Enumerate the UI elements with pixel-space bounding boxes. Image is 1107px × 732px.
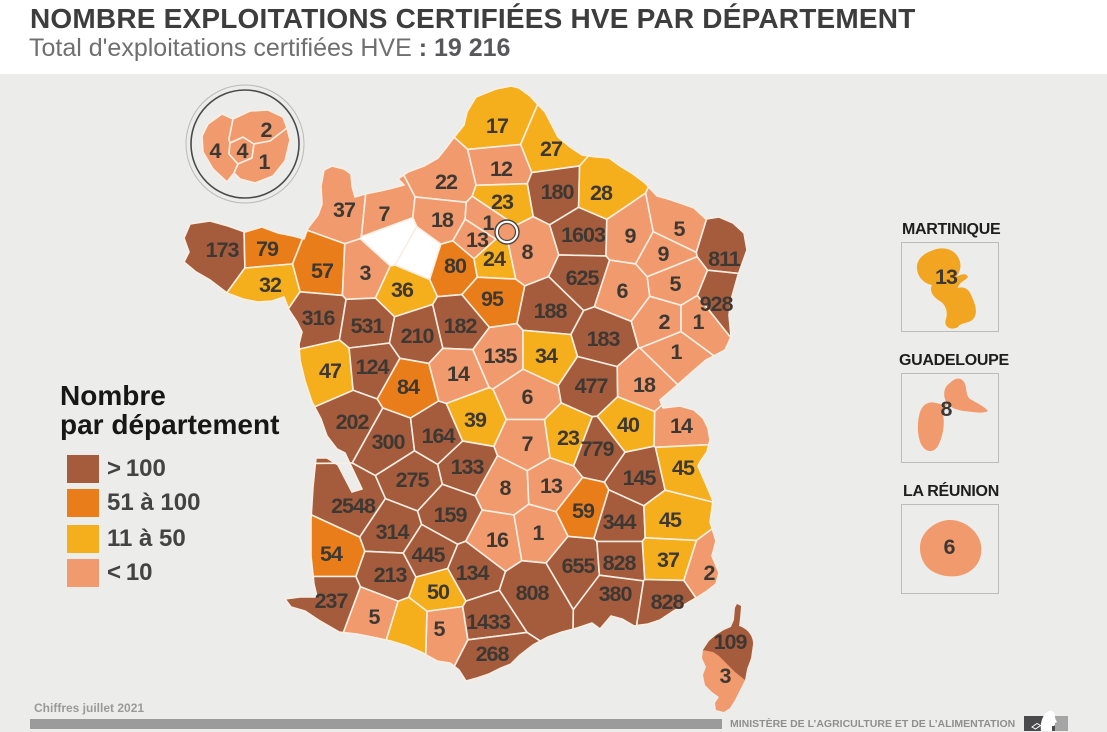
svg-text:928: 928 — [700, 292, 734, 316]
svg-text:268: 268 — [476, 642, 510, 666]
svg-text:13: 13 — [466, 228, 489, 252]
svg-text:159: 159 — [434, 503, 468, 527]
svg-text:2: 2 — [261, 118, 273, 142]
svg-text:531: 531 — [351, 314, 385, 338]
svg-text:1603: 1603 — [561, 223, 606, 247]
svg-text:84: 84 — [397, 375, 420, 399]
svg-text:202: 202 — [336, 410, 370, 434]
svg-text:17: 17 — [486, 114, 509, 138]
svg-text:445: 445 — [412, 543, 446, 567]
svg-text:2: 2 — [659, 310, 671, 334]
svg-text:188: 188 — [534, 299, 568, 323]
svg-text:8: 8 — [500, 476, 512, 500]
svg-text:1: 1 — [693, 310, 705, 334]
svg-text:828: 828 — [603, 551, 637, 575]
svg-text:5: 5 — [434, 617, 446, 641]
svg-text:40: 40 — [617, 413, 640, 437]
svg-text:811: 811 — [708, 247, 741, 271]
svg-text:3: 3 — [360, 261, 372, 285]
svg-text:5: 5 — [670, 272, 682, 296]
svg-text:213: 213 — [374, 563, 408, 587]
svg-text:828: 828 — [651, 590, 685, 614]
svg-text:1: 1 — [533, 521, 545, 545]
svg-text:32: 32 — [259, 273, 282, 297]
svg-text:182: 182 — [444, 314, 478, 338]
svg-text:28: 28 — [590, 181, 613, 205]
svg-text:36: 36 — [391, 278, 414, 302]
svg-text:5: 5 — [369, 605, 381, 629]
svg-text:808: 808 — [516, 581, 550, 605]
svg-text:180: 180 — [541, 180, 575, 204]
svg-text:2548: 2548 — [331, 494, 376, 518]
svg-text:13: 13 — [540, 474, 563, 498]
svg-text:1: 1 — [483, 211, 495, 235]
svg-text:1433: 1433 — [466, 610, 511, 634]
svg-text:316: 316 — [302, 306, 336, 330]
svg-text:237: 237 — [315, 589, 349, 613]
svg-text:47: 47 — [319, 359, 342, 383]
svg-text:124: 124 — [356, 355, 390, 379]
svg-text:24: 24 — [483, 247, 506, 271]
svg-text:477: 477 — [575, 374, 609, 398]
svg-text:183: 183 — [587, 327, 621, 351]
svg-text:173: 173 — [206, 238, 240, 262]
svg-text:314: 314 — [376, 520, 410, 544]
svg-text:3: 3 — [720, 664, 732, 688]
svg-text:45: 45 — [672, 456, 695, 480]
svg-text:37: 37 — [333, 198, 356, 222]
svg-text:59: 59 — [572, 499, 595, 523]
svg-text:57: 57 — [311, 259, 334, 283]
svg-text:18: 18 — [431, 208, 454, 232]
svg-text:9: 9 — [625, 224, 637, 248]
svg-text:4: 4 — [210, 139, 222, 163]
svg-text:54: 54 — [320, 542, 343, 566]
svg-text:135: 135 — [484, 344, 518, 368]
svg-text:14: 14 — [670, 414, 693, 438]
svg-text:1: 1 — [259, 150, 271, 174]
svg-text:7: 7 — [522, 432, 534, 456]
svg-text:133: 133 — [451, 455, 485, 479]
svg-text:22: 22 — [435, 170, 458, 194]
svg-text:39: 39 — [464, 408, 487, 432]
svg-text:109: 109 — [714, 630, 748, 654]
svg-text:210: 210 — [401, 324, 435, 348]
svg-text:6: 6 — [522, 385, 534, 409]
svg-text:80: 80 — [444, 254, 467, 278]
svg-text:9: 9 — [658, 242, 670, 266]
svg-text:50: 50 — [427, 580, 450, 604]
svg-text:1: 1 — [671, 340, 683, 364]
svg-text:134: 134 — [456, 561, 490, 585]
svg-text:344: 344 — [603, 510, 637, 534]
svg-text:779: 779 — [581, 437, 615, 461]
svg-text:79: 79 — [256, 237, 279, 261]
svg-text:145: 145 — [623, 466, 657, 490]
svg-text:625: 625 — [566, 266, 600, 290]
svg-text:8: 8 — [522, 240, 534, 264]
svg-text:6: 6 — [617, 279, 629, 303]
svg-text:16: 16 — [486, 528, 509, 552]
svg-text:27: 27 — [540, 137, 563, 161]
svg-text:45: 45 — [659, 508, 682, 532]
svg-text:18: 18 — [633, 373, 656, 397]
svg-text:34: 34 — [535, 344, 558, 368]
svg-text:23: 23 — [557, 426, 580, 450]
svg-text:300: 300 — [372, 430, 406, 454]
svg-text:95: 95 — [481, 287, 504, 311]
svg-text:380: 380 — [599, 582, 633, 606]
svg-text:37: 37 — [657, 548, 680, 572]
svg-text:5: 5 — [674, 217, 686, 241]
svg-text:12: 12 — [490, 157, 513, 181]
svg-text:14: 14 — [447, 362, 470, 386]
svg-text:164: 164 — [422, 424, 456, 448]
svg-text:7: 7 — [379, 202, 391, 226]
svg-text:4: 4 — [237, 139, 249, 163]
svg-text:2: 2 — [704, 561, 716, 585]
svg-text:23: 23 — [491, 190, 514, 214]
svg-text:275: 275 — [396, 468, 430, 492]
svg-text:655: 655 — [562, 554, 596, 578]
